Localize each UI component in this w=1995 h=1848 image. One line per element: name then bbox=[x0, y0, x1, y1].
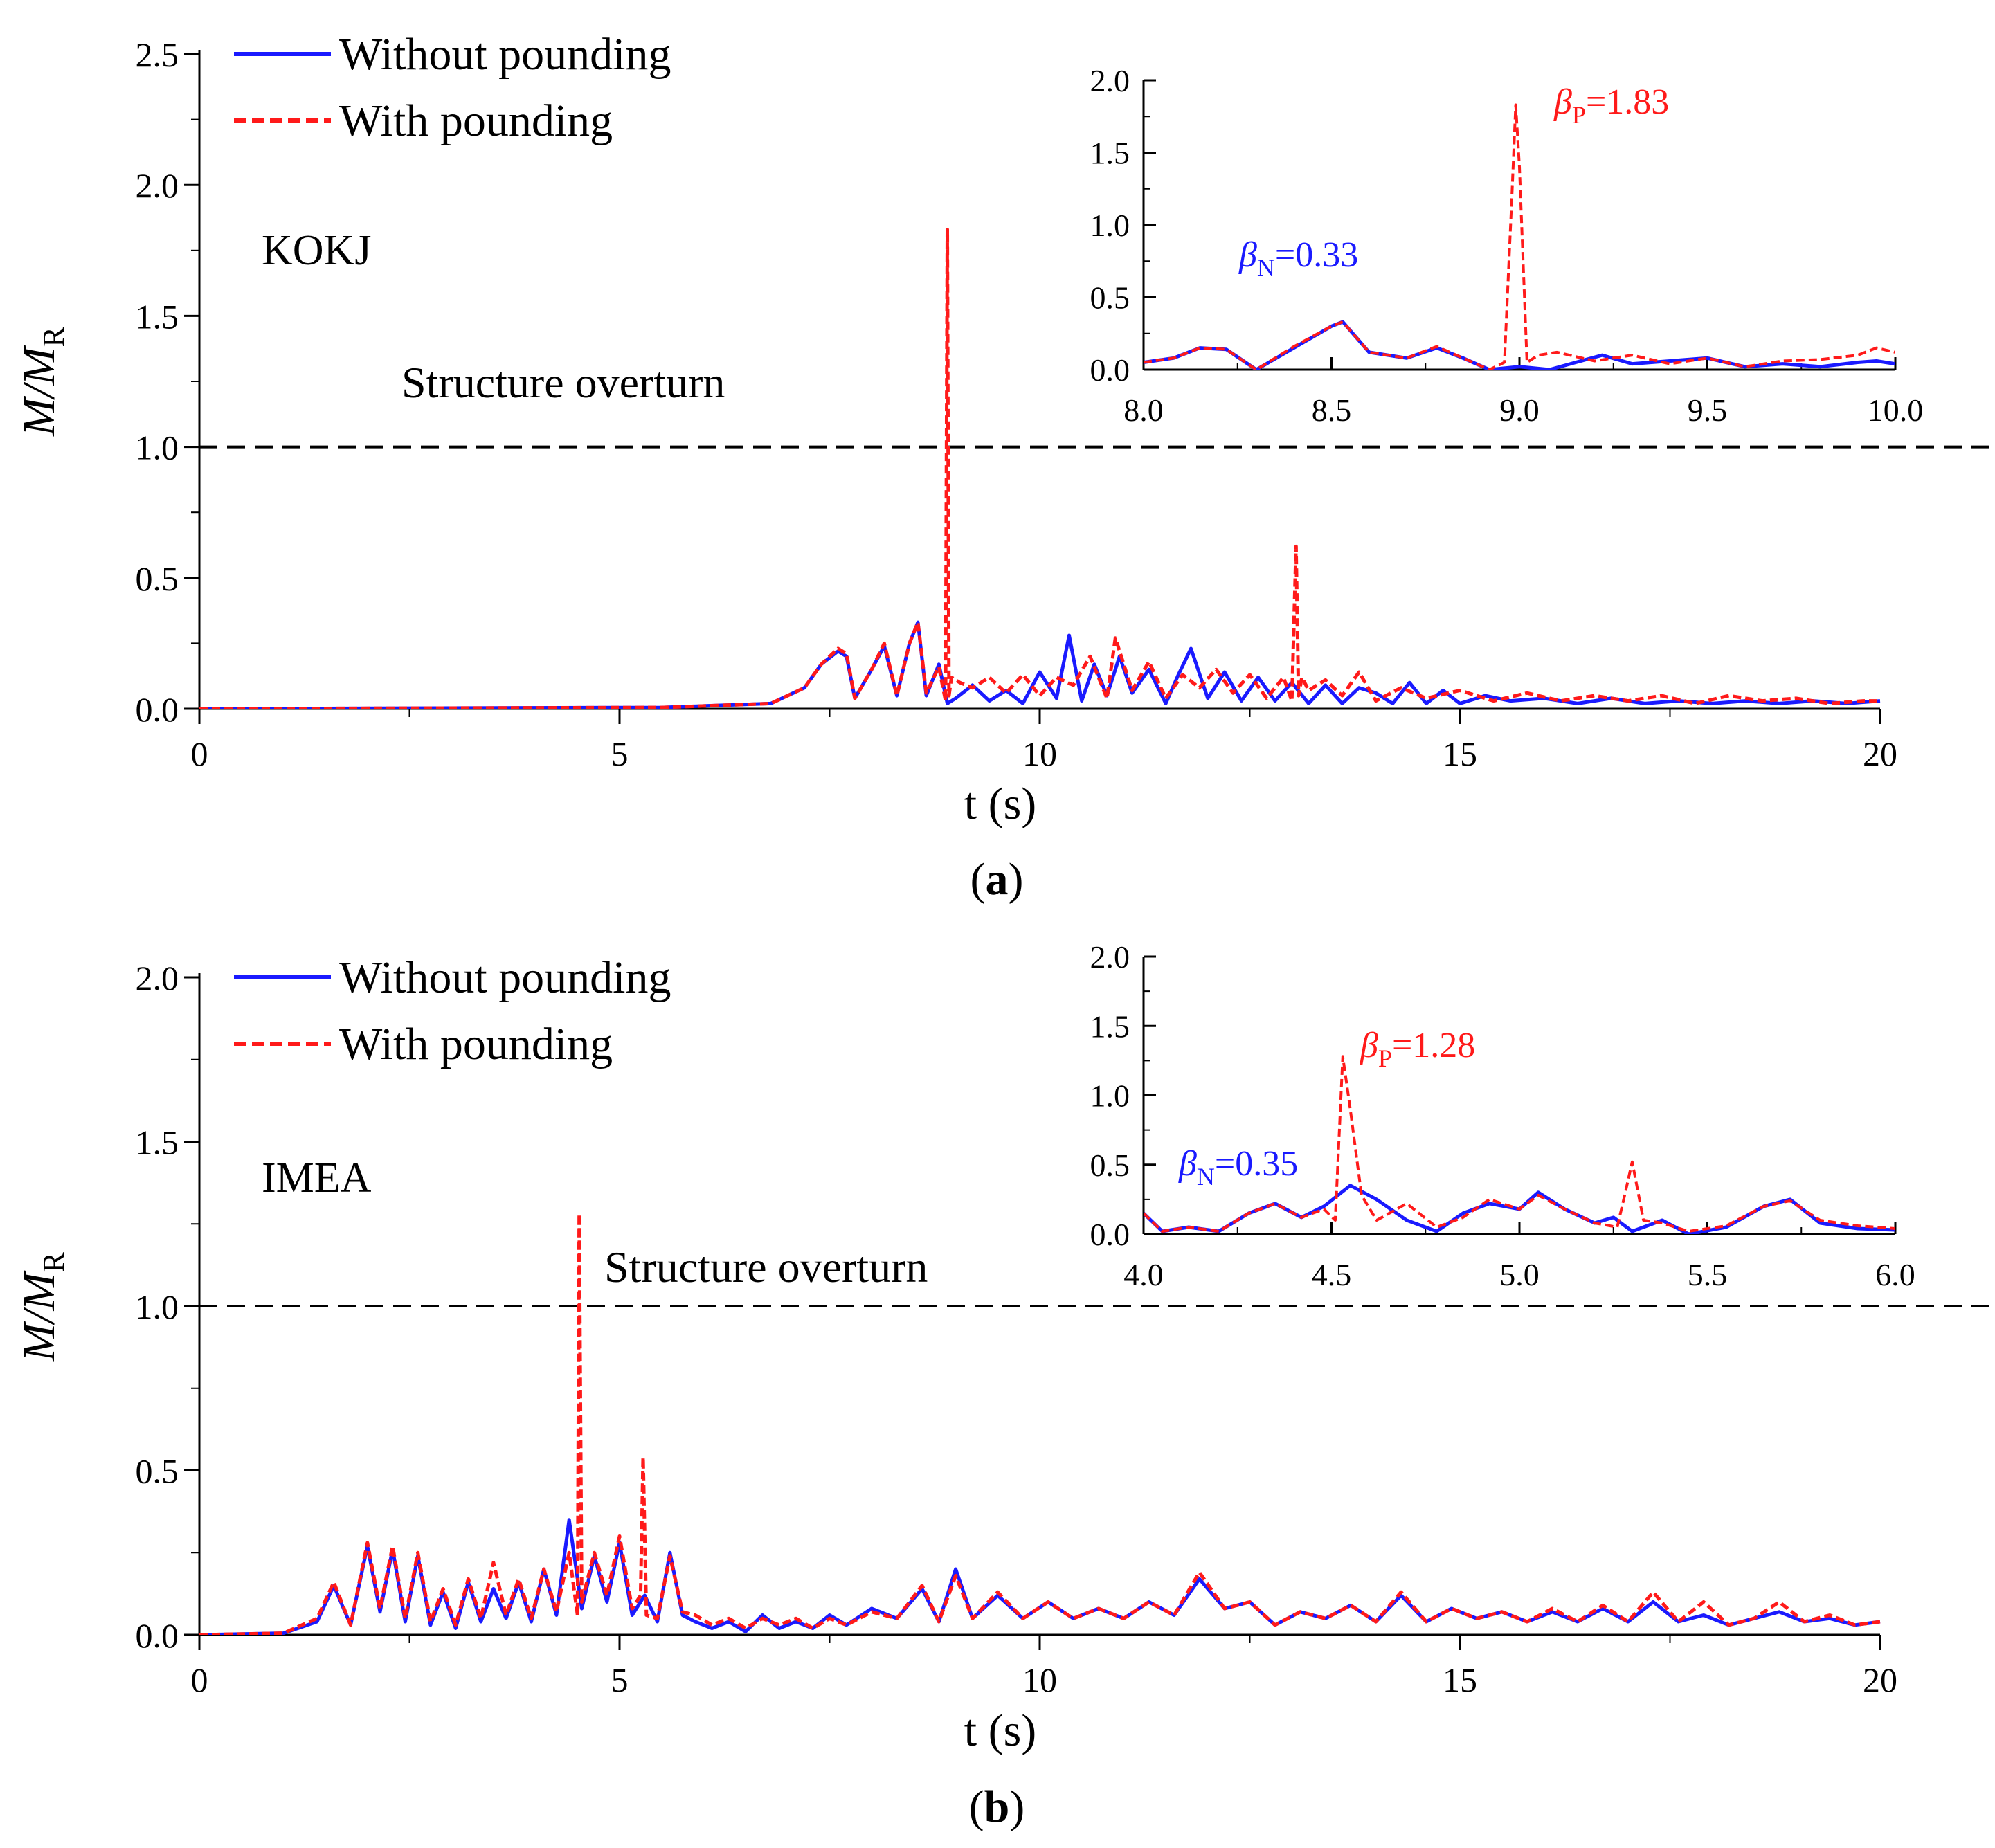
inset-x-tick-label: 5.0 bbox=[1499, 1257, 1540, 1292]
y-axis-title-main: M/M bbox=[14, 1270, 64, 1362]
panel-b: 0.0 0.5 1.0 1.5 2.0 0 5 10 15 20 Structure overtur… bbox=[14, 939, 1990, 1832]
series-line-with-pounding bbox=[199, 1212, 1881, 1635]
series-line-without-pounding bbox=[199, 620, 1881, 709]
annotation-value: =0.35 bbox=[1215, 1144, 1298, 1184]
series-line-with-pounding bbox=[199, 228, 1880, 709]
y-tick-label: 2.0 bbox=[136, 166, 179, 205]
inset-chart: 0.00.51.01.52.04.0 4.5 5.0 5.5 6.0βN=0.35βP=… bbox=[1090, 939, 1915, 1292]
inset-y-tick-label: 0.0 bbox=[1090, 352, 1130, 388]
annotation-symbol: β bbox=[1553, 82, 1572, 122]
station-label: IMEA bbox=[262, 1154, 372, 1202]
annotation-sub: P bbox=[1572, 101, 1586, 129]
y-axis-title: M/MR bbox=[14, 1252, 71, 1362]
caption-letter: b bbox=[984, 1782, 1010, 1832]
inset-x-tick-label: 8.5 bbox=[1312, 392, 1352, 428]
y-tick-label: 0.5 bbox=[136, 1452, 179, 1491]
x-tick-label: 15 bbox=[1443, 1660, 1477, 1699]
legend-label: Without pounding bbox=[339, 952, 671, 1003]
y-tick-label: 0.0 bbox=[136, 690, 179, 729]
x-tick-label: 15 bbox=[1443, 734, 1477, 773]
annotation-sub: P bbox=[1378, 1044, 1392, 1072]
inset-y-tick-label: 2.0 bbox=[1090, 939, 1130, 975]
inset-x-tick-label: 4.5 bbox=[1312, 1257, 1352, 1292]
x-tick-label: 20 bbox=[1863, 734, 1897, 773]
overturn-label: Structure overturn bbox=[604, 1242, 928, 1292]
y-tick-label: 0.5 bbox=[136, 559, 179, 598]
inset-y-tick-label: 0.5 bbox=[1090, 1148, 1130, 1183]
inset-annotation: βP=1.83 bbox=[1553, 82, 1669, 129]
y-tick-label: 0.0 bbox=[136, 1616, 179, 1655]
x-tick-label: 5 bbox=[611, 1660, 629, 1699]
series-line-without-pounding bbox=[199, 1518, 1881, 1635]
inset-chart: 0.00.51.01.52.08.0 8.5 9.0 9.5 10.0βN=0.33βP… bbox=[1090, 63, 1924, 428]
inset-x-tick-label: 4.0 bbox=[1123, 1257, 1164, 1292]
x-axis-title: t (s) bbox=[964, 779, 1036, 829]
annotation-symbol: β bbox=[1238, 235, 1257, 275]
y-axis-title: M/MR bbox=[14, 327, 71, 437]
inset-y-tick-label: 1.0 bbox=[1090, 1078, 1130, 1114]
inset-series-line-with-pounding bbox=[1144, 1055, 1895, 1233]
y-tick-label: 2.0 bbox=[136, 959, 179, 997]
inset-x-tick-label: 6.0 bbox=[1875, 1257, 1915, 1292]
annotation-value: =1.28 bbox=[1392, 1026, 1475, 1065]
inset-y-tick-label: 0.0 bbox=[1090, 1217, 1130, 1252]
inset-x-tick-label: 5.5 bbox=[1688, 1257, 1728, 1292]
legend-label: Without pounding bbox=[339, 29, 671, 80]
panel-caption: (a) bbox=[971, 854, 1024, 905]
inset-x-tick-label: 9.5 bbox=[1688, 392, 1728, 428]
y-tick-label: 1.5 bbox=[136, 297, 179, 336]
inset-y-tick-label: 0.5 bbox=[1090, 280, 1130, 316]
x-tick-label: 0 bbox=[191, 734, 208, 773]
caption-close: ) bbox=[1009, 1782, 1024, 1832]
annotation-symbol: β bbox=[1178, 1144, 1197, 1184]
x-tick-label: 10 bbox=[1022, 1660, 1057, 1699]
inset-x-tick-label: 10.0 bbox=[1868, 392, 1924, 428]
y-tick-label: 2.5 bbox=[136, 35, 179, 74]
inset-x-tick-label: 8.0 bbox=[1123, 392, 1164, 428]
y-tick-label: 1.0 bbox=[136, 428, 179, 467]
y-tick-label: 1.5 bbox=[136, 1123, 179, 1162]
y-tick-label: 1.0 bbox=[136, 1287, 179, 1326]
panel-caption: (b) bbox=[969, 1782, 1025, 1832]
inset-y-tick-label: 1.5 bbox=[1090, 136, 1130, 171]
x-tick-label: 20 bbox=[1863, 1660, 1897, 1699]
legend-label: With pounding bbox=[339, 1019, 613, 1069]
inset-y-tick-label: 2.0 bbox=[1090, 63, 1130, 98]
annotation-value: =0.33 bbox=[1275, 235, 1358, 275]
caption-letter: a bbox=[986, 854, 1009, 905]
x-tick-label: 0 bbox=[191, 1660, 208, 1699]
inset-annotation: βP=1.28 bbox=[1360, 1026, 1475, 1072]
inset-y-tick-label: 1.0 bbox=[1090, 208, 1130, 243]
legend-label: With pounding bbox=[339, 96, 613, 146]
y-axis-title-sub: R bbox=[37, 327, 71, 347]
station-label: KOKJ bbox=[262, 227, 371, 274]
inset-series-line-with-pounding bbox=[1144, 103, 1895, 370]
panel-a: 0.0 0.5 1.0 1.5 2.0 2.5 0 5 10 15 20 Structure over… bbox=[14, 29, 1990, 905]
x-axis-title: t (s) bbox=[964, 1705, 1036, 1756]
y-axis-title-main: M/M bbox=[14, 345, 64, 437]
caption-close: ) bbox=[1009, 854, 1024, 905]
annotation-symbol: β bbox=[1360, 1026, 1378, 1065]
annotation-sub: N bbox=[1197, 1163, 1215, 1190]
y-axis-title-sub: R bbox=[37, 1252, 71, 1273]
x-tick-label: 5 bbox=[611, 734, 629, 773]
inset-annotation: βN=0.33 bbox=[1238, 235, 1358, 282]
inset-y-tick-label: 1.5 bbox=[1090, 1008, 1130, 1044]
overturn-label: Structure overturn bbox=[401, 358, 725, 407]
inset-annotation: βN=0.35 bbox=[1178, 1144, 1298, 1190]
inset-x-tick-label: 9.0 bbox=[1499, 392, 1540, 428]
caption-open: ( bbox=[969, 1782, 984, 1832]
annotation-value: =1.83 bbox=[1586, 82, 1669, 122]
x-tick-label: 10 bbox=[1022, 734, 1057, 773]
caption-open: ( bbox=[971, 854, 986, 905]
annotation-sub: N bbox=[1257, 254, 1275, 282]
